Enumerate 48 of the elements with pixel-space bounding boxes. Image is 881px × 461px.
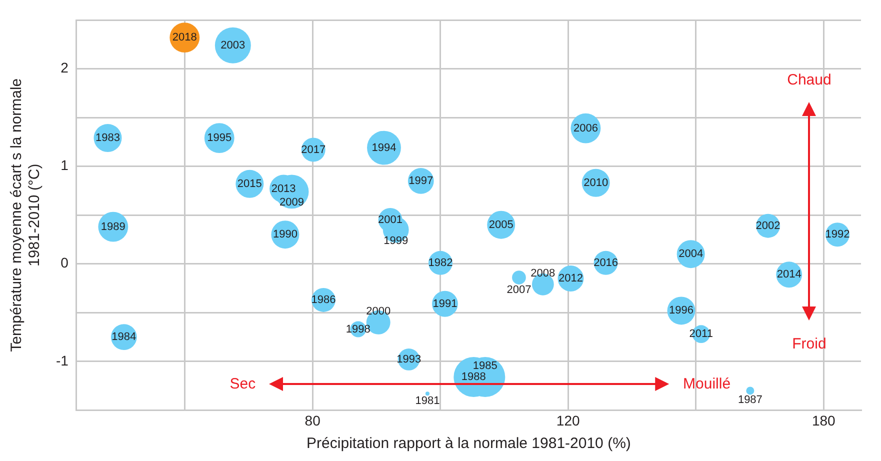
annotation: 1996 [669, 304, 694, 317]
annotation: 2009 [280, 196, 304, 209]
x-tick-label: 180 [812, 412, 836, 428]
annotation: Mouillé [683, 375, 731, 392]
y-tick-label: 2 [60, 60, 69, 76]
annotation: 1987 [738, 394, 762, 406]
annotation: 2017 [301, 144, 326, 156]
annotation: 1982 [428, 256, 453, 269]
y-tick-label: -1 [56, 352, 69, 368]
annotation: 2005 [488, 218, 514, 231]
annotation: 1989 [100, 220, 126, 233]
annotation: 2010 [584, 176, 608, 189]
annotation: Sec [230, 375, 256, 392]
annotation: 1986 [311, 294, 336, 306]
annotation: 2015 [237, 178, 262, 190]
annotation: 2003 [220, 39, 246, 52]
annotation: Froid [792, 336, 826, 353]
annotation: 1985 [472, 360, 498, 372]
annotation: 2012 [558, 272, 583, 285]
x-axis-title: Précipitation rapport à la normale 1981-2010 (%) [306, 435, 631, 452]
y-tick-label: 1 [60, 157, 69, 174]
x-tick-label: 80 [304, 412, 321, 428]
annotation: 1994 [372, 142, 396, 154]
annotation: 1981 [415, 395, 440, 408]
annotation: 1997 [408, 174, 434, 187]
annotation: 1988 [461, 371, 486, 384]
annotation: 2004 [678, 248, 704, 260]
annotation: 1990 [272, 228, 298, 241]
annotation: 2014 [776, 268, 802, 281]
annotation: Chaud [787, 71, 832, 88]
annotation: 2008 [530, 267, 556, 280]
annotation: 1984 [112, 331, 136, 344]
annotation: 2018 [172, 32, 197, 44]
annotation: 2013 [271, 182, 296, 195]
annotation: 2000 [366, 305, 391, 318]
annotation: 1995 [207, 132, 232, 144]
annotation: 2001 [378, 214, 403, 226]
annotation: 2007 [506, 284, 532, 296]
annotation: 1983 [96, 132, 120, 144]
annotation: 1991 [432, 298, 458, 310]
annotation: 1992 [825, 228, 850, 241]
y-axis-title: Température moyenne écart s la normale 1981-2010 (°C) [8, 78, 44, 352]
x-tick-label: 120 [556, 412, 580, 428]
annotation: 2006 [573, 122, 598, 134]
annotation: 2002 [756, 220, 780, 232]
y-tick-label: 0 [60, 254, 69, 271]
annotation: 2016 [594, 256, 618, 269]
annotation: 1993 [396, 354, 422, 366]
